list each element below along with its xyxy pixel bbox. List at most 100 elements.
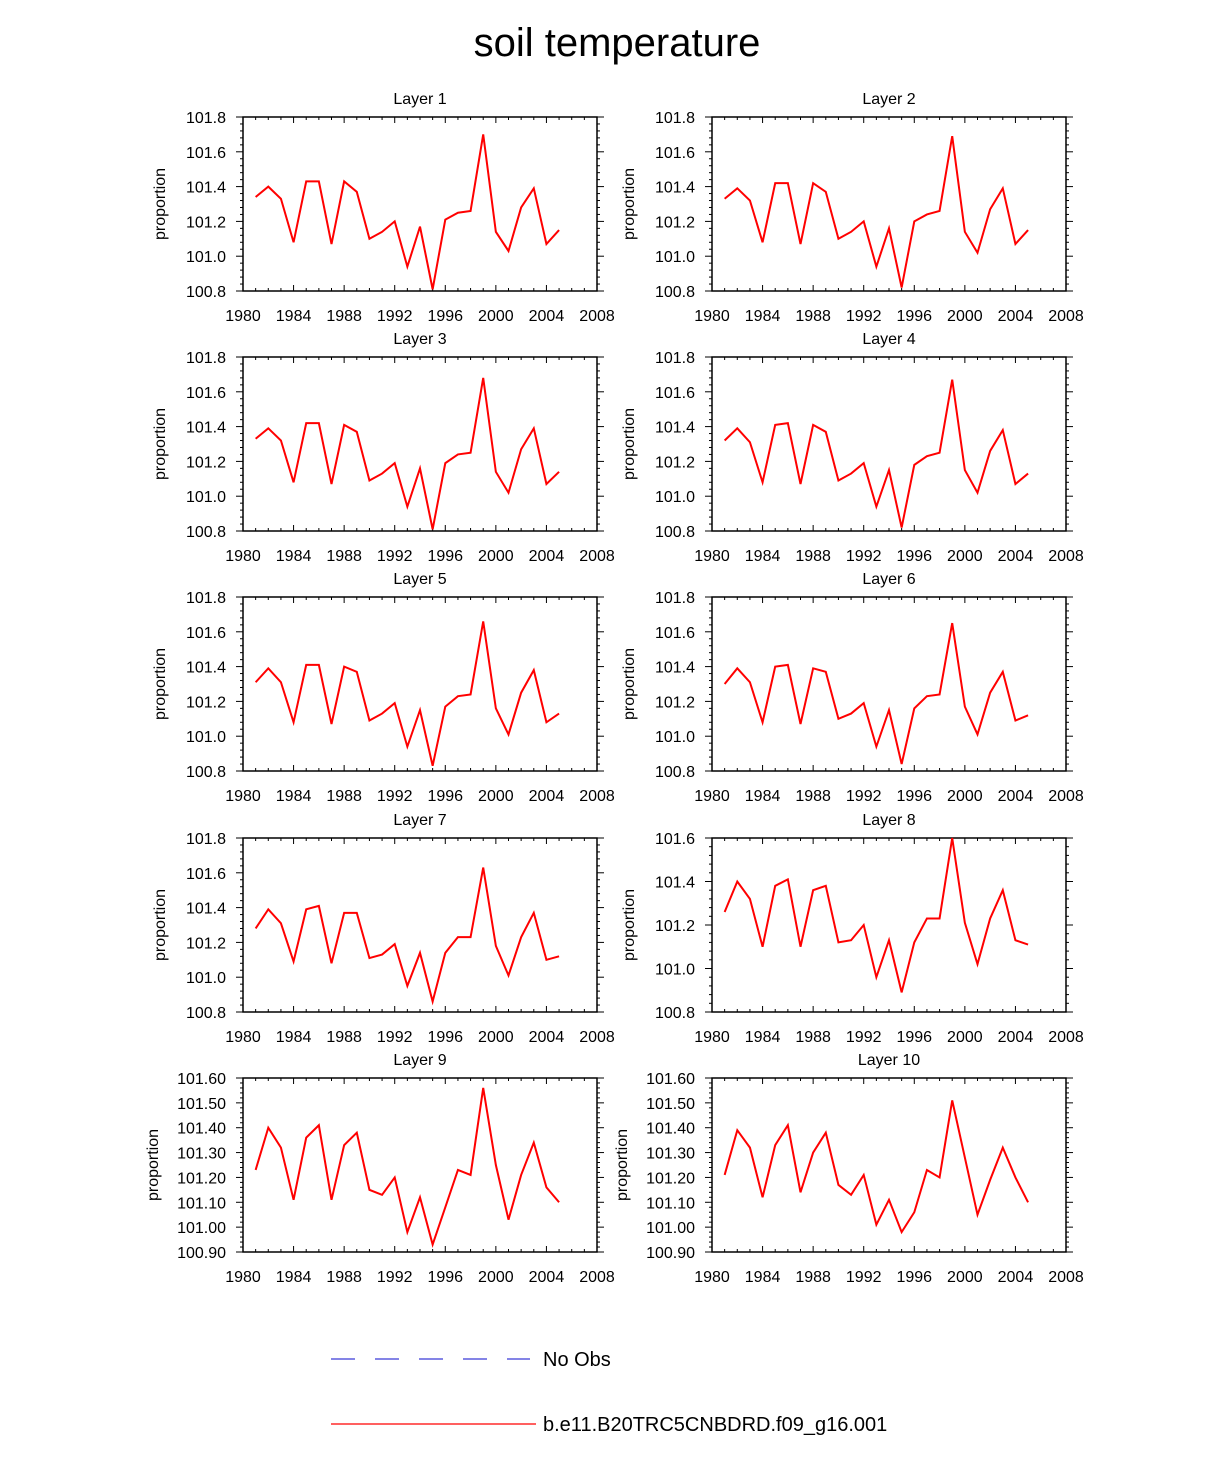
- x-tick-label: 1992: [377, 308, 413, 325]
- x-tick-label: 1984: [745, 1029, 781, 1046]
- y-axis-label: proportion: [621, 408, 638, 480]
- y-tick-label: 101.2: [186, 214, 226, 231]
- x-tick-label: 1988: [795, 788, 831, 805]
- x-tick-label: 2004: [529, 308, 565, 325]
- y-tick-label: 101.30: [177, 1146, 226, 1163]
- x-tick-label: 1980: [694, 1029, 730, 1046]
- x-tick-label: 1992: [377, 1269, 413, 1286]
- y-tick-label: 101.6: [186, 625, 226, 642]
- y-tick-label: 101.50: [177, 1096, 226, 1113]
- y-tick-label: 100.90: [646, 1245, 695, 1262]
- x-tick-label: 2008: [1048, 1269, 1084, 1286]
- x-tick-label: 1984: [745, 788, 781, 805]
- panel-title: Layer 9: [393, 1052, 446, 1069]
- legend-model-label: b.e11.B20TRC5CNBDRD.f09_g16.001: [543, 1414, 887, 1436]
- x-tick-label: 2000: [947, 1269, 983, 1286]
- y-tick-label: 101.2: [655, 454, 695, 471]
- x-tick-label: 2008: [579, 788, 615, 805]
- panel-title: Layer 5: [393, 571, 446, 588]
- x-tick-label: 2008: [1048, 788, 1084, 805]
- x-tick-label: 2004: [529, 548, 565, 565]
- y-tick-label: 101.8: [655, 350, 695, 367]
- panel-layer-9: Layer 9 1980 1984 1988 1992 1996 2000 2004 2008 1…: [145, 1052, 615, 1286]
- x-tick-label: 1984: [745, 1269, 781, 1286]
- x-tick-label: 1996: [427, 788, 463, 805]
- y-axis-label: proportion: [621, 648, 638, 720]
- series-line: [254, 621, 560, 767]
- y-tick-label: 101.4: [186, 180, 226, 197]
- y-tick-label: 101.30: [646, 1146, 695, 1163]
- panel-layer-8: Layer 8 1980 1984 1988 1992 1996 2000 2004 2008 1…: [621, 812, 1084, 1046]
- x-tick-label: 1980: [694, 1269, 730, 1286]
- x-tick-label: 1992: [846, 1029, 882, 1046]
- panel-title: Layer 6: [862, 571, 915, 588]
- panel-layer-7: Layer 7 1980 1984 1988 1992 1996 2000 2004 2008 1…: [152, 812, 615, 1046]
- y-tick-label: 101.6: [655, 831, 695, 848]
- y-tick-label: 101.60: [646, 1071, 695, 1088]
- series-line: [724, 135, 1029, 288]
- y-tick-label: 100.8: [655, 524, 695, 541]
- x-tick-label: 2000: [947, 1029, 983, 1046]
- y-tick-label: 100.8: [655, 764, 695, 781]
- x-tick-label: 1988: [795, 548, 831, 565]
- x-tick-label: 1988: [326, 788, 362, 805]
- plot-frame: [242, 837, 598, 1013]
- series-line: [723, 379, 1029, 528]
- y-tick-label: 101.0: [186, 970, 226, 987]
- y-tick-label: 101.6: [655, 625, 695, 642]
- panel-layer-1: Layer 1 1980 1984 1988 1992 1996 2000 2004 2008 1…: [152, 91, 615, 325]
- x-tick-label: 1992: [377, 548, 413, 565]
- x-tick-label: 1988: [795, 1029, 831, 1046]
- y-tick-label: 101.2: [655, 694, 695, 711]
- y-tick-label: 101.10: [646, 1195, 695, 1212]
- x-tick-label: 1980: [694, 308, 730, 325]
- x-tick-label: 1996: [896, 788, 932, 805]
- x-tick-label: 2000: [478, 788, 514, 805]
- y-tick-label: 100.8: [655, 284, 695, 301]
- panel-layer-5: Layer 5 1980 1984 1988 1992 1996 2000 2004 2008 1…: [152, 571, 615, 805]
- y-tick-label: 100.8: [186, 764, 226, 781]
- series-line: [255, 134, 560, 290]
- y-axis-label: proportion: [152, 648, 169, 720]
- panel-title: Layer 3: [393, 331, 446, 348]
- series-line: [723, 622, 1029, 765]
- x-tick-label: 1996: [896, 1269, 932, 1286]
- plot-frame: [711, 837, 1067, 1013]
- y-tick-label: 101.4: [655, 420, 695, 437]
- x-tick-label: 1996: [896, 308, 932, 325]
- panel-layer-6: Layer 6 1980 1984 1988 1992 1996 2000 2004 2008 1…: [621, 571, 1084, 805]
- x-tick-label: 1980: [225, 1029, 261, 1046]
- x-tick-label: 2000: [478, 548, 514, 565]
- y-tick-label: 101.6: [186, 385, 226, 402]
- y-tick-label: 101.2: [655, 214, 695, 231]
- x-tick-label: 1984: [276, 1029, 312, 1046]
- series-line: [254, 1087, 560, 1248]
- series-line: [723, 837, 1029, 993]
- y-tick-label: 101.60: [177, 1071, 226, 1088]
- panels: Layer 1 1980 1984 1988 1992 1996 2000 2004 2008 1…: [145, 91, 1084, 1286]
- panel-title: Layer 7: [393, 812, 446, 829]
- plot-frame: [711, 1077, 1067, 1253]
- x-tick-label: 1980: [225, 1269, 261, 1286]
- y-tick-label: 101.2: [186, 694, 226, 711]
- x-tick-label: 1992: [377, 1029, 413, 1046]
- y-tick-label: 100.90: [177, 1245, 226, 1262]
- x-tick-label: 2004: [529, 1029, 565, 1046]
- x-tick-label: 1992: [846, 308, 882, 325]
- plot-frame: [242, 116, 598, 292]
- x-tick-label: 2008: [579, 308, 615, 325]
- y-axis-label: proportion: [152, 168, 169, 240]
- x-tick-label: 2004: [998, 308, 1034, 325]
- y-tick-label: 101.2: [186, 935, 226, 952]
- series-line: [723, 1100, 1029, 1235]
- y-tick-label: 101.6: [655, 145, 695, 162]
- x-tick-label: 1988: [326, 308, 362, 325]
- x-tick-label: 1996: [427, 308, 463, 325]
- y-tick-label: 101.2: [186, 454, 226, 471]
- panel-title: Layer 1: [393, 91, 446, 108]
- x-tick-label: 1996: [427, 548, 463, 565]
- y-tick-label: 100.8: [186, 1005, 226, 1022]
- x-tick-label: 1992: [377, 788, 413, 805]
- x-tick-label: 1980: [694, 548, 730, 565]
